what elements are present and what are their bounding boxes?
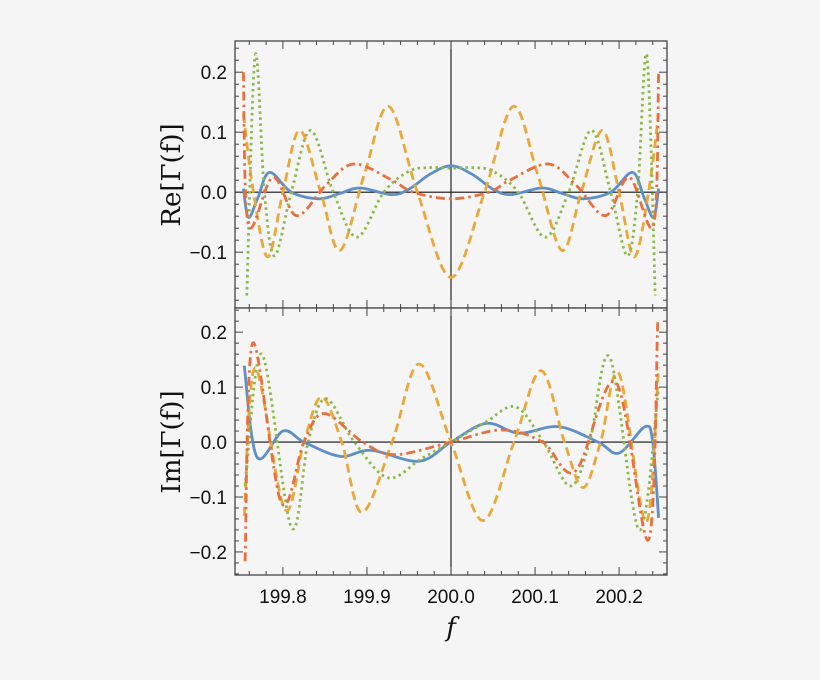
series-1-line <box>242 105 660 279</box>
x-tick-label: 199.8 <box>259 587 307 608</box>
curves <box>242 52 660 562</box>
y-tick-label: −0.1 <box>189 243 227 264</box>
series-2-line <box>245 52 657 296</box>
y-tick-label: 0.1 <box>201 123 227 144</box>
y-tick-label: −0.2 <box>189 543 227 564</box>
tick-labels: 0.2 0.1 0.0 −0.1 0.2 0.1 0.0 −0.1 −0.2 199.8 199.9… <box>189 63 642 608</box>
x-tick-label: 200.2 <box>595 587 643 608</box>
top-y-axis-label: Re[Γ(f)] <box>157 123 187 226</box>
bottom-y-axis-label: Im[Γ(f)] <box>157 390 187 493</box>
y-tick-label: 0.1 <box>201 378 227 399</box>
series-3-line <box>243 321 660 562</box>
tick-marks <box>235 41 667 575</box>
series-0-line <box>242 164 660 219</box>
y-tick-label: 0.0 <box>201 433 227 454</box>
y-tick-label: 0.2 <box>201 323 227 344</box>
y-tick-label: 0.2 <box>201 63 227 84</box>
x-tick-label: 200.0 <box>427 587 475 608</box>
x-tick-label: 200.1 <box>511 587 559 608</box>
x-tick-label: 199.9 <box>343 587 391 608</box>
y-tick-label: −0.1 <box>189 488 227 509</box>
x-axis-label: f <box>444 613 460 643</box>
y-tick-label: 0.0 <box>201 183 227 204</box>
series-3-line <box>242 72 660 230</box>
